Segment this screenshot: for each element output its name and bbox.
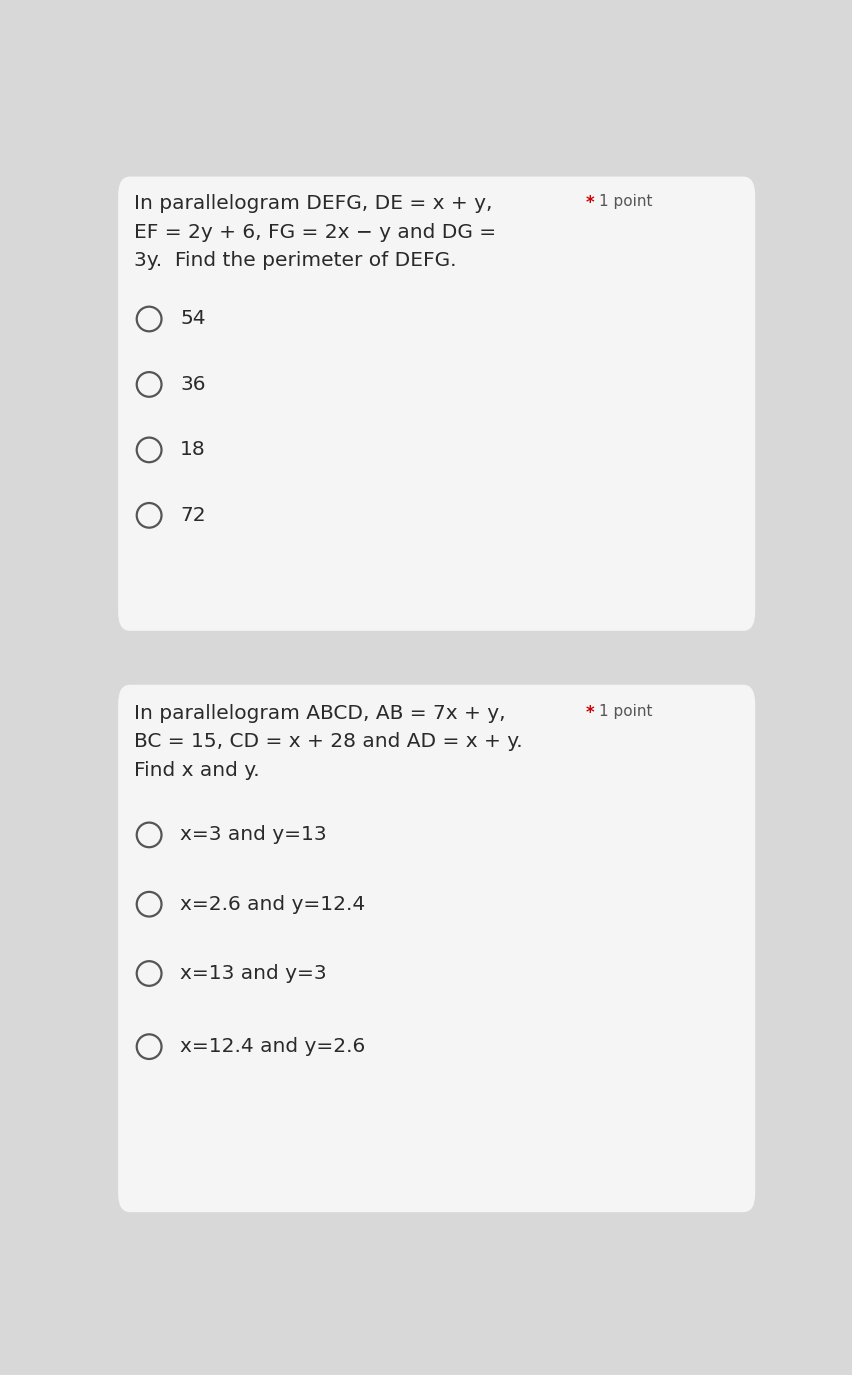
Text: EF = 2y + 6, FG = 2x − y and DG =: EF = 2y + 6, FG = 2x − y and DG = (134, 223, 496, 242)
Text: *: * (585, 194, 594, 212)
Text: x=2.6 and y=12.4: x=2.6 and y=12.4 (180, 895, 366, 914)
Text: x=13 and y=3: x=13 and y=3 (180, 964, 327, 983)
Text: x=3 and y=13: x=3 and y=13 (180, 825, 327, 844)
Text: 1 point: 1 point (600, 704, 653, 719)
Text: 1 point: 1 point (600, 194, 653, 209)
Text: In parallelogram ABCD, AB = 7x + y,: In parallelogram ABCD, AB = 7x + y, (134, 704, 505, 723)
FancyBboxPatch shape (118, 685, 755, 1213)
Text: 3y.  Find the perimeter of DEFG.: 3y. Find the perimeter of DEFG. (134, 252, 456, 271)
Text: *: * (585, 704, 594, 722)
Text: BC = 15, CD = x + 28 and AD = x + y.: BC = 15, CD = x + 28 and AD = x + y. (134, 733, 522, 752)
Text: 72: 72 (180, 506, 205, 525)
FancyBboxPatch shape (118, 176, 755, 631)
Text: Find x and y.: Find x and y. (134, 760, 259, 780)
Text: 54: 54 (180, 309, 205, 329)
Text: In parallelogram DEFG, DE = x + y,: In parallelogram DEFG, DE = x + y, (134, 194, 492, 213)
Text: 18: 18 (180, 440, 206, 459)
Text: x=12.4 and y=2.6: x=12.4 and y=2.6 (180, 1037, 366, 1056)
Text: 36: 36 (180, 375, 205, 395)
